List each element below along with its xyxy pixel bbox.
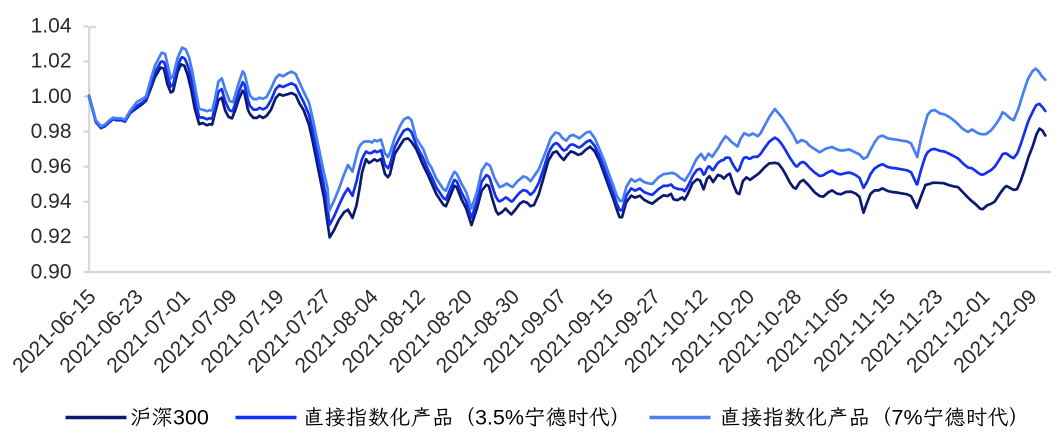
svg-text:0.92: 0.92 bbox=[31, 225, 72, 248]
svg-text:7%: 7% bbox=[892, 406, 923, 430]
svg-text:0.94: 0.94 bbox=[31, 190, 72, 213]
svg-text:1.00: 1.00 bbox=[31, 85, 72, 108]
svg-text:1.04: 1.04 bbox=[31, 15, 72, 38]
svg-text:0.96: 0.96 bbox=[31, 155, 72, 178]
svg-text:3.5%: 3.5% bbox=[475, 406, 524, 430]
svg-text:1.02: 1.02 bbox=[31, 50, 72, 73]
svg-text:0.90: 0.90 bbox=[31, 260, 72, 283]
svg-text:300: 300 bbox=[173, 406, 209, 430]
svg-text:0.98: 0.98 bbox=[31, 120, 72, 143]
